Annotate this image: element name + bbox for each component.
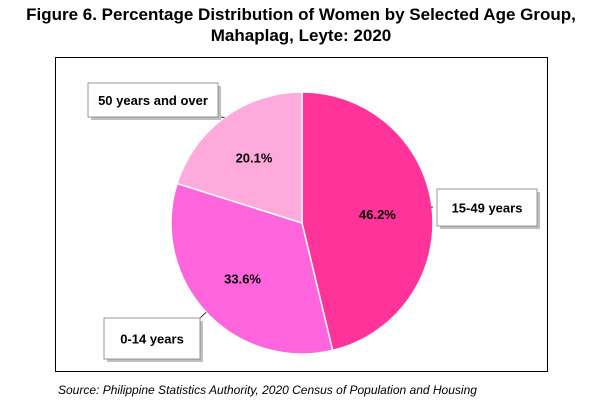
- category-label-15-49-years: 15-49 years: [452, 201, 523, 216]
- category-label-50-years-and-over: 50 years and over: [98, 93, 208, 108]
- chart-title: Figure 6. Percentage Distribution of Wom…: [0, 4, 602, 46]
- title-line-2: Mahaplag, Leyte: 2020: [210, 26, 392, 45]
- value-label-0-14-years: 33.6%: [224, 271, 261, 286]
- value-label-50-years-and-over: 20.1%: [236, 150, 273, 165]
- title-line-1: Figure 6. Percentage Distribution of Wom…: [26, 5, 576, 24]
- callout-box-15-49-years: [436, 188, 538, 227]
- callout-15-49-years: 15-49 years: [436, 188, 540, 229]
- pie-slice-15-49-years: [301, 91, 434, 352]
- value-label-15-49-years: 46.2%: [359, 207, 396, 222]
- leader-line-0-14-years: [199, 312, 207, 319]
- pie-slice-50-years-and-over: [176, 91, 303, 225]
- callout-0-14-years: 0-14 years: [103, 317, 203, 362]
- category-label-0-14-years: 0-14 years: [120, 332, 184, 347]
- callout-box-0-14-years: [103, 317, 201, 360]
- pie-slice-0-14-years: [170, 182, 334, 355]
- callout-50-years-and-over: 50 years and over: [87, 82, 221, 120]
- source-note: Source: Philippine Statistics Authority,…: [58, 383, 477, 397]
- callout-box-50-years-and-over: [87, 82, 219, 118]
